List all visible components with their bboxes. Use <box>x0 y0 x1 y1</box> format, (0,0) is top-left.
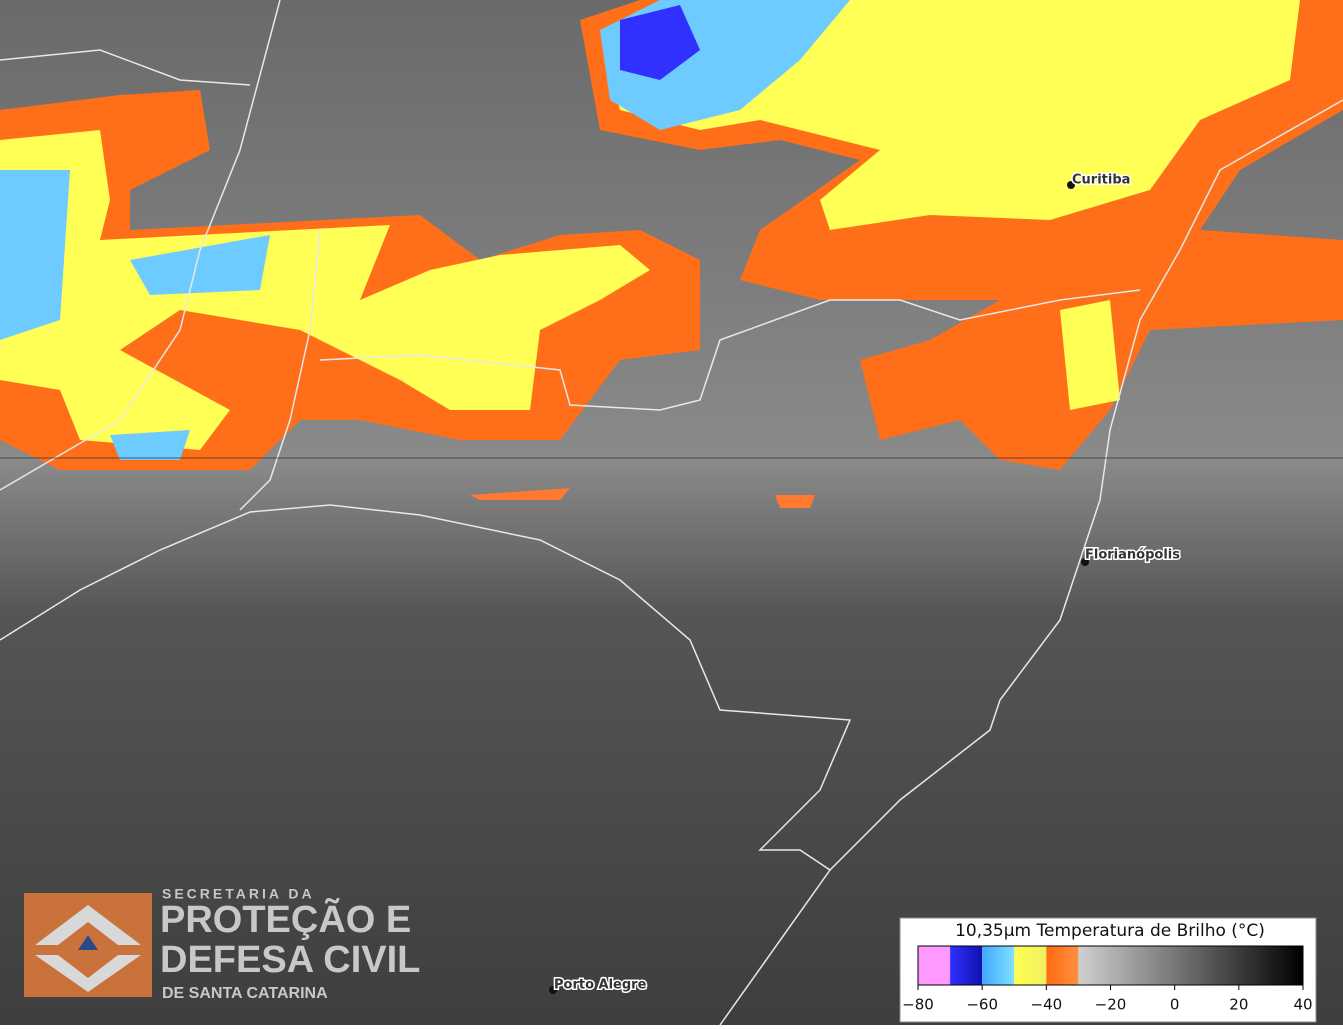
logo-mark <box>35 905 141 992</box>
logo-text: SECRETARIA DA <box>162 886 315 902</box>
city-label: Florianópolis <box>1085 548 1180 563</box>
logo: SECRETARIA DA PROTEÇÃO E DEFESA CIVIL DE… <box>24 886 420 1002</box>
logo-text: DE SANTA CATARINA <box>162 985 328 1002</box>
tick-label: −80 <box>902 996 934 1014</box>
city-label: Porto Alegre <box>554 978 647 993</box>
colorbar-segment <box>950 946 983 985</box>
tick-label: −60 <box>966 996 998 1014</box>
city-label: Curitiba <box>1072 173 1130 188</box>
colorbar-segment <box>1014 946 1047 985</box>
cloud-tops <box>0 0 1343 508</box>
colorbar-segment <box>918 946 951 985</box>
tick-label: 20 <box>1229 996 1248 1014</box>
tick-label: 40 <box>1293 996 1312 1014</box>
logo-text: DEFESA CIVIL <box>160 939 420 981</box>
colorbar: 10,35μm Temperatura de Brilho (°C) −80 −6… <box>899 917 1317 1023</box>
colorbar-segment <box>982 946 1015 985</box>
colorbar-title: 10,35μm Temperatura de Brilho (°C) <box>955 921 1265 941</box>
tick-label: 0 <box>1170 996 1180 1014</box>
colorbar-segment <box>1078 946 1303 985</box>
city-dot <box>1067 181 1075 189</box>
tick-label: −40 <box>1031 996 1063 1014</box>
city-dot <box>1081 558 1089 566</box>
logo-triangle <box>78 935 98 950</box>
logo-text: PROTEÇÃO E <box>160 897 411 941</box>
colorbar-segment <box>1046 946 1079 985</box>
tick-label: −20 <box>1095 996 1127 1014</box>
city-dot <box>549 986 557 994</box>
